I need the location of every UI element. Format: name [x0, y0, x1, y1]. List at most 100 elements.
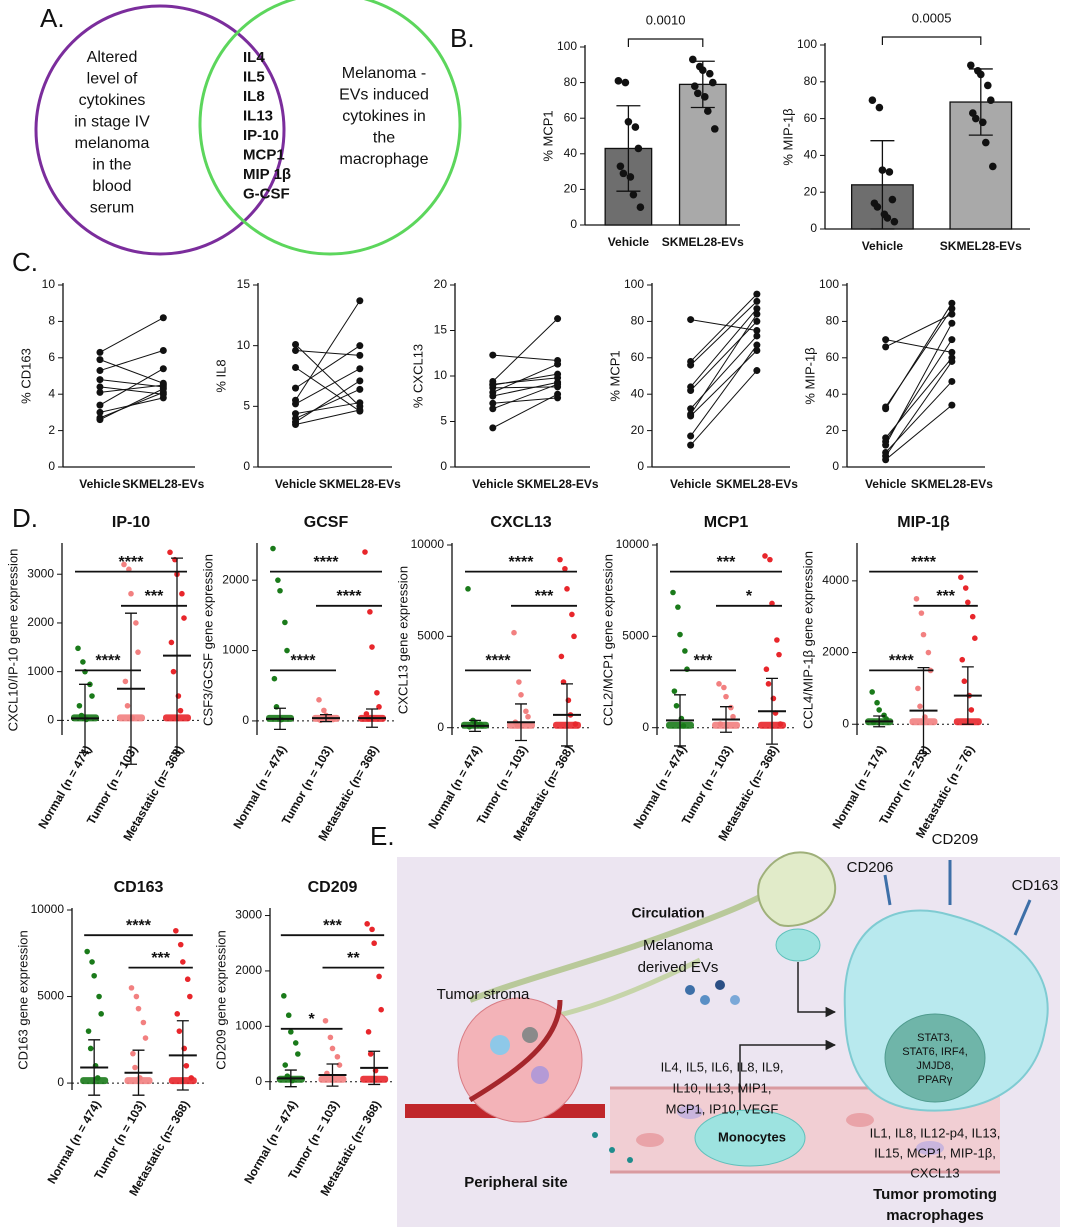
data-point [523, 708, 529, 715]
data-point [489, 381, 497, 389]
data-point [687, 361, 695, 369]
chart-title: CXCL13 [490, 514, 551, 531]
data-point [948, 299, 956, 307]
venn-item: MIP 1β [243, 166, 291, 183]
venn-item: IL5 [243, 68, 265, 85]
y-tick-label: 60 [631, 350, 645, 364]
data-point [670, 589, 676, 596]
chart: 0 20 40 60 80 100 % MIP-1β Vehicle SKMEL28-EVs 0.… [780, 10, 1030, 253]
x-tick-label: SKMEL28-EVs [319, 477, 401, 491]
pair-line [295, 345, 361, 389]
arrow [739, 1039, 837, 1110]
pair-line [99, 359, 164, 384]
p-value: 0.0005 [912, 10, 952, 25]
y-tick-label: 5000 [417, 629, 444, 643]
cell [490, 1035, 510, 1055]
pair-line [295, 388, 361, 419]
sig-label: *** [145, 588, 164, 605]
x-tick-label: Vehicle [79, 477, 121, 491]
node-monocyte [775, 928, 821, 962]
cytokine [627, 1157, 633, 1163]
data-point [292, 384, 300, 392]
data-point [728, 704, 734, 711]
data-point [124, 702, 131, 709]
data-point [322, 1017, 329, 1024]
y-tick-label: 0 [47, 713, 54, 727]
data-point [518, 692, 524, 698]
data-point [699, 66, 707, 74]
panel-label: E. [370, 821, 395, 851]
data-point [96, 416, 104, 424]
panel-label: B. [450, 23, 475, 53]
data-point [96, 401, 104, 409]
x-tick-label: Tumor (n = 103) [679, 743, 736, 827]
cytokine [592, 1132, 598, 1138]
data-point [875, 103, 884, 112]
data-point [882, 405, 890, 413]
data-point [730, 713, 736, 720]
data-point [948, 310, 956, 318]
y-tick-label: 1000 [27, 664, 54, 678]
data-point [967, 61, 975, 70]
data-point [948, 377, 956, 385]
data-point [130, 1050, 136, 1057]
data-point [687, 387, 695, 395]
data-point [159, 394, 167, 402]
data-point [356, 342, 364, 350]
receptor [1013, 899, 1032, 936]
chart-title: MCP1 [704, 514, 749, 531]
data-point [753, 310, 761, 318]
data-point [371, 940, 377, 947]
y-tick-label: 80 [804, 74, 818, 88]
data-point [356, 297, 364, 305]
data-point [562, 565, 568, 572]
data-point [972, 114, 980, 123]
evs-label: derived EVs [638, 959, 719, 976]
data-point [96, 367, 104, 375]
y-tick-label: 60 [826, 350, 840, 364]
data-point [173, 927, 179, 934]
pair-line [690, 344, 758, 437]
y-axis-label: % CXCL13 [410, 344, 425, 408]
sig-bracket [627, 38, 704, 47]
secreted-label: IL4, IL5, IL6, IL8, IL9, [661, 1059, 784, 1074]
data-point [121, 561, 127, 568]
data-point [873, 203, 882, 211]
data-point [362, 549, 368, 555]
venn-item: MCP1 [243, 146, 285, 163]
data-point [167, 549, 173, 556]
data-point [636, 203, 645, 211]
pair-line [690, 301, 758, 366]
data-point [489, 424, 497, 432]
data-point [558, 653, 565, 660]
released-label: IL15, MCP1, MIP-1β, [874, 1145, 996, 1160]
data-point [689, 55, 697, 64]
y-axis-label: CCL4/MIP-1β gene expression [800, 551, 815, 729]
y-axis-label: % MCP1 [540, 110, 555, 161]
pair-line [492, 354, 558, 362]
data-point [694, 89, 702, 98]
data-point [984, 81, 992, 90]
released-label: CXCL13 [910, 1165, 959, 1180]
y-tick-label: 10000 [411, 537, 445, 551]
data-point [122, 678, 129, 685]
y-axis-label: CXCL13 gene expression [395, 566, 410, 714]
lymph-vessel [468, 877, 792, 1003]
data-point [295, 1051, 301, 1057]
data-point [516, 679, 522, 685]
data-point [177, 707, 184, 714]
sig-label: ** [347, 950, 360, 967]
data-point [987, 96, 995, 104]
panel-label: D. [12, 503, 38, 533]
macrophage-label: Tumor promoting [873, 1186, 997, 1203]
data-point [958, 574, 964, 581]
data-point [369, 644, 375, 650]
data-point [96, 348, 104, 356]
rbc [916, 1141, 944, 1155]
data-point [753, 305, 761, 313]
data-point [569, 611, 575, 618]
data-point [87, 1045, 94, 1052]
data-point [882, 336, 890, 344]
sig-label: **** [119, 554, 145, 571]
